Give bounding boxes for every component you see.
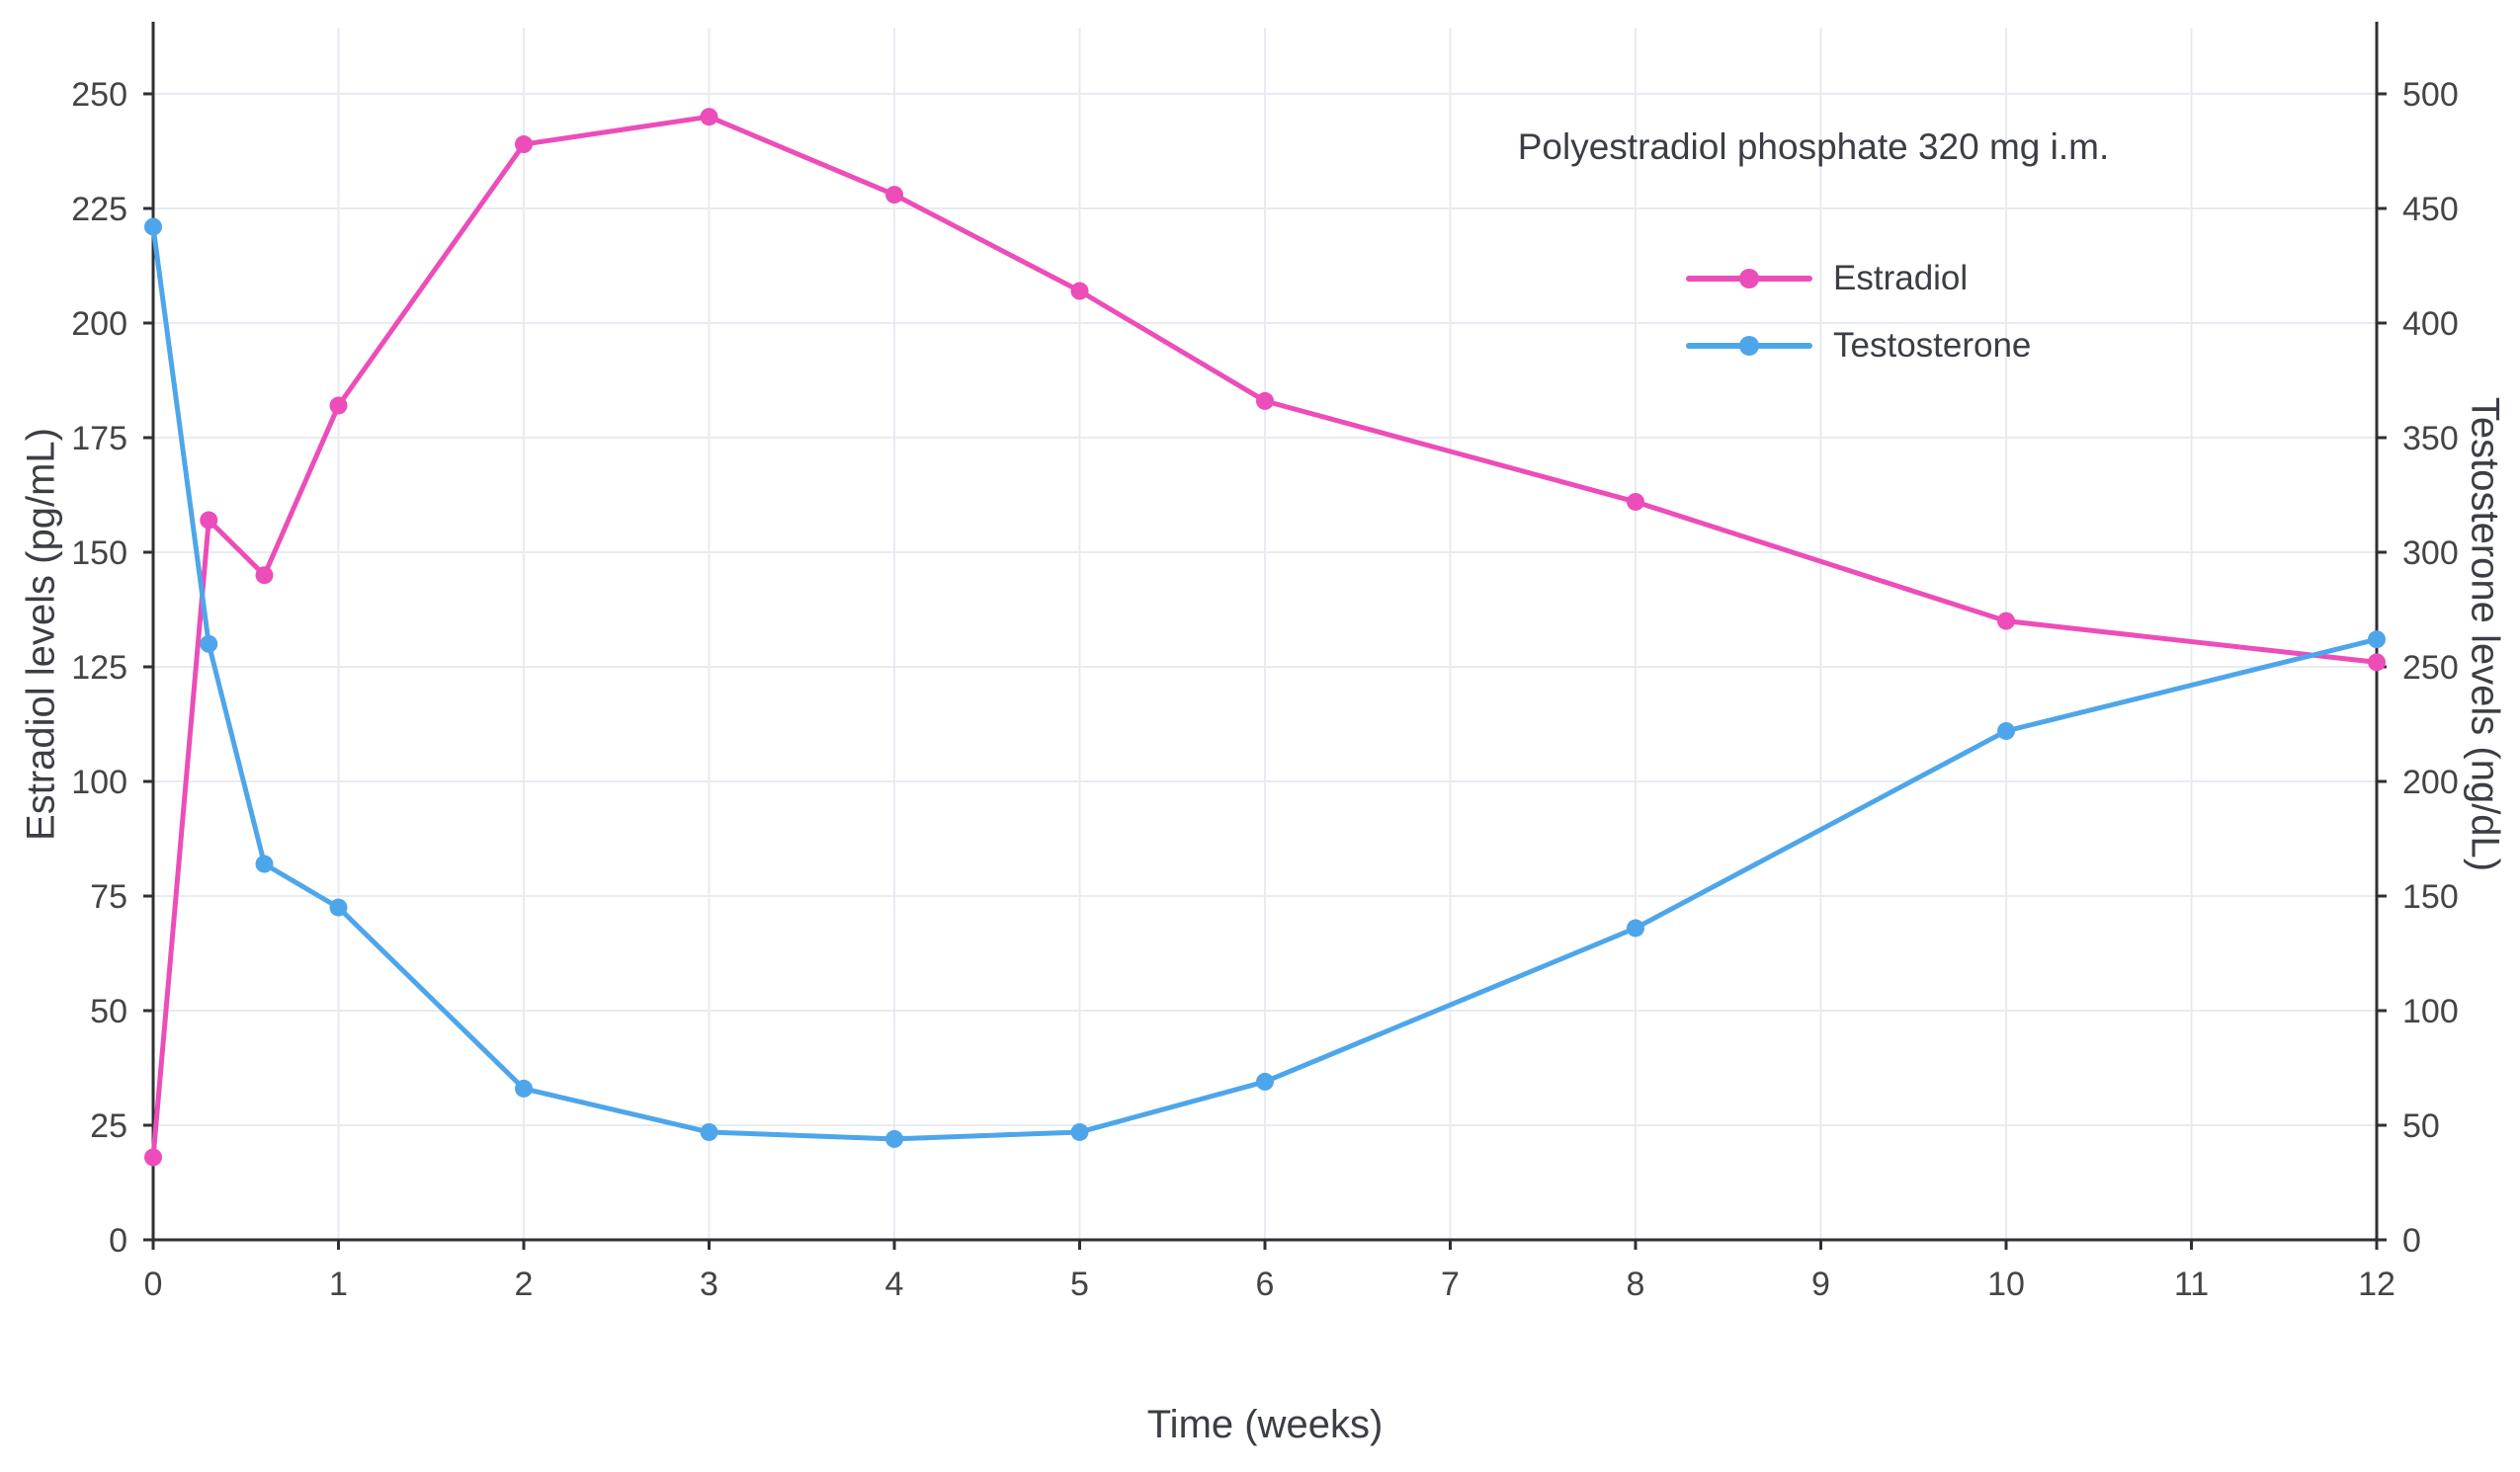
svg-text:150: 150 [2402,878,2459,916]
legend-item-testosterone[interactable]: Testosterone [1685,326,2031,366]
svg-text:0: 0 [2402,1222,2421,1260]
svg-text:200: 200 [2402,764,2459,801]
svg-text:100: 100 [2402,993,2459,1030]
left-axis-title: Estradiol levels (pg/mL) [19,428,63,841]
svg-text:0: 0 [109,1222,127,1260]
svg-text:150: 150 [71,534,127,572]
svg-text:225: 225 [71,191,127,228]
svg-text:5: 5 [1070,1266,1089,1303]
svg-text:300: 300 [2402,534,2459,572]
svg-text:3: 3 [700,1266,718,1303]
svg-text:250: 250 [2402,649,2459,687]
svg-text:0: 0 [144,1266,163,1303]
estradiol-line-swatch [1686,269,1812,288]
svg-text:100: 100 [71,764,127,801]
svg-text:9: 9 [1811,1266,1830,1303]
testosterone-line-swatch [1686,336,1812,356]
svg-text:11: 11 [2174,1266,2209,1303]
svg-text:6: 6 [1256,1266,1275,1303]
svg-text:2: 2 [515,1266,534,1303]
svg-text:10: 10 [1987,1266,2025,1303]
svg-text:350: 350 [2402,420,2459,457]
svg-text:1: 1 [329,1266,348,1303]
svg-text:175: 175 [71,420,127,457]
right-axis-title: Testosterone levels (ng/dL) [2463,396,2507,872]
svg-text:50: 50 [90,993,127,1030]
legend: Estradiol Testosterone [1685,259,2031,366]
svg-text:12: 12 [2358,1266,2395,1303]
svg-text:200: 200 [71,305,127,343]
legend-label-testosterone: Testosterone [1833,326,2032,365]
svg-text:125: 125 [71,649,127,687]
x-axis-title: Time (weeks) [1146,1403,1384,1446]
svg-text:50: 50 [2402,1107,2440,1145]
svg-text:400: 400 [2402,305,2459,343]
svg-text:75: 75 [90,878,127,916]
legend-label-estradiol: Estradiol [1833,259,1969,297]
svg-text:500: 500 [2402,76,2459,114]
svg-text:7: 7 [1441,1266,1460,1303]
chart-annotation: Polyestradiol phosphate 320 mg i.m. [1517,126,2110,167]
svg-text:4: 4 [885,1266,904,1303]
legend-item-estradiol[interactable]: Estradiol [1685,259,2031,298]
svg-text:25: 25 [90,1107,127,1145]
svg-text:250: 250 [71,76,127,114]
svg-text:8: 8 [1627,1266,1645,1303]
svg-text:450: 450 [2402,191,2459,228]
